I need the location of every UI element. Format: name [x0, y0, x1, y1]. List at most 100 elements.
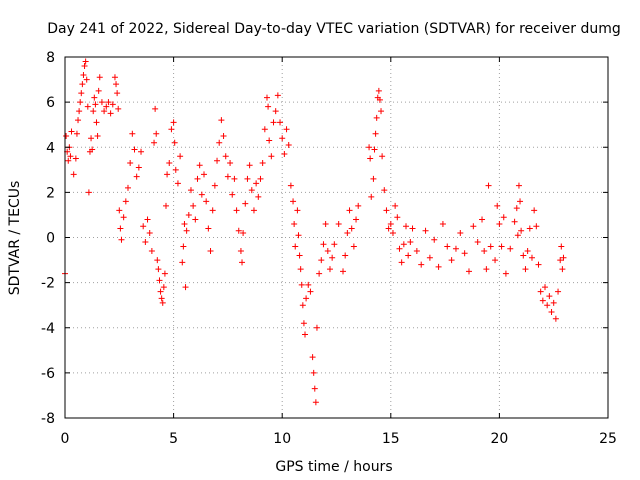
data-point	[237, 248, 244, 255]
data-point	[153, 130, 160, 137]
data-point	[376, 96, 383, 103]
data-point	[309, 354, 316, 361]
data-point	[98, 99, 105, 106]
data-point	[63, 132, 70, 139]
data-point	[378, 108, 385, 115]
data-point	[539, 297, 546, 304]
data-point	[507, 245, 514, 252]
data-point	[479, 216, 486, 223]
data-point	[122, 198, 129, 205]
data-point	[470, 223, 477, 230]
data-point	[205, 225, 212, 232]
data-point	[298, 281, 305, 288]
data-point	[348, 225, 355, 232]
data-point	[481, 248, 488, 255]
x-tick-label: 15	[382, 431, 400, 447]
data-point	[72, 155, 79, 162]
data-point	[291, 220, 298, 227]
x-tick-label: 25	[599, 431, 617, 447]
data-point	[216, 139, 223, 146]
data-point	[537, 288, 544, 295]
data-point	[148, 248, 155, 255]
plot-frame	[64, 56, 609, 419]
data-point	[220, 132, 227, 139]
data-point	[90, 108, 97, 115]
data-point	[240, 229, 247, 236]
data-point	[318, 257, 325, 264]
data-point	[101, 108, 108, 115]
data-point	[367, 155, 374, 162]
data-point	[181, 220, 188, 227]
data-point	[496, 220, 503, 227]
data-point	[109, 101, 116, 108]
data-point	[192, 216, 199, 223]
data-point	[131, 146, 138, 153]
data-point	[67, 153, 74, 160]
data-point	[231, 175, 238, 182]
data-point	[185, 211, 192, 218]
data-point	[214, 157, 221, 164]
data-point	[305, 281, 312, 288]
data-point	[263, 94, 270, 101]
data-point	[65, 157, 72, 164]
data-point	[235, 227, 242, 234]
data-point	[224, 173, 231, 180]
data-point	[172, 166, 179, 173]
data-point	[159, 299, 166, 306]
x-tick-label: 0	[61, 431, 70, 447]
data-point	[502, 270, 509, 277]
data-point	[94, 132, 101, 139]
data-point	[546, 293, 553, 300]
data-point	[120, 214, 127, 221]
data-point	[253, 180, 260, 187]
data-point	[239, 259, 246, 266]
data-point	[75, 117, 82, 124]
data-point	[265, 103, 272, 110]
data-point	[290, 198, 297, 205]
y-axis-label: SDTVAR / TECUs	[7, 181, 23, 296]
data-point	[485, 182, 492, 189]
data-point	[92, 101, 99, 108]
data-point	[326, 266, 333, 273]
data-point	[379, 153, 386, 160]
data-point	[296, 252, 303, 259]
data-point	[80, 72, 87, 79]
data-point	[233, 207, 240, 214]
data-point	[383, 207, 390, 214]
data-point	[73, 130, 80, 137]
data-point	[250, 207, 257, 214]
data-point	[457, 229, 464, 236]
data-point	[183, 227, 190, 234]
data-point	[127, 160, 134, 167]
data-point	[261, 126, 268, 133]
data-point	[533, 223, 540, 230]
data-point	[297, 266, 304, 273]
data-point	[152, 105, 159, 112]
data-point	[146, 229, 153, 236]
data-point	[368, 193, 375, 200]
data-point	[259, 160, 266, 167]
y-tick-label: -8	[41, 411, 55, 427]
data-point	[370, 175, 377, 182]
data-point	[557, 257, 564, 264]
data-point	[154, 257, 161, 264]
data-point	[255, 193, 262, 200]
data-point	[329, 254, 336, 261]
data-point	[88, 135, 95, 142]
data-point	[514, 232, 521, 239]
data-point	[285, 141, 292, 148]
data-point	[155, 266, 162, 273]
data-point	[552, 315, 559, 322]
data-point	[526, 225, 533, 232]
data-point	[322, 220, 329, 227]
data-point	[320, 241, 327, 248]
data-point	[129, 130, 136, 137]
data-point	[548, 308, 555, 315]
data-point	[535, 261, 542, 268]
data-point	[272, 108, 279, 115]
data-point	[474, 239, 481, 246]
data-point	[373, 114, 380, 121]
data-point	[409, 225, 416, 232]
data-point	[355, 202, 362, 209]
data-point	[492, 257, 499, 264]
